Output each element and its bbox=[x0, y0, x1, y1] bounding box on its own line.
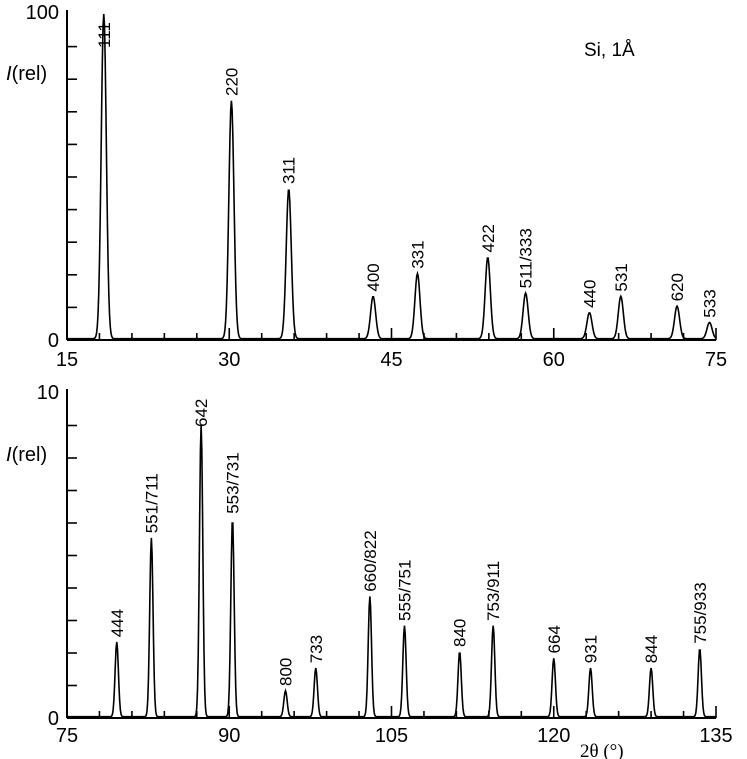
panel-bottom-ytick-label: 10 bbox=[37, 382, 59, 404]
panel-top-chart: Si, 1Å 15 30 45 60 75 0 100 I(rel) 111 220 311 400 3… bbox=[6, 2, 727, 371]
panel-top-peak-label: 400 bbox=[364, 263, 383, 291]
panel-bottom-xtick-label: 120 bbox=[537, 725, 570, 747]
panel-bottom-peak-label: 840 bbox=[451, 619, 470, 647]
panel-bottom-ytick-label: 0 bbox=[48, 708, 59, 730]
panel-top-peak-label: 620 bbox=[668, 273, 687, 301]
panel-top-peak-label: 422 bbox=[479, 224, 498, 252]
panel-top-peak-label: 440 bbox=[580, 280, 599, 308]
panel-top-peak-label: 311 bbox=[280, 157, 299, 184]
panel-bottom-peak-label: 931 bbox=[582, 635, 601, 663]
panel-bottom-chart: 2θ (°) 75 90 105 120 135 0 10 I(rel) 444 551/711 6… bbox=[6, 382, 733, 759]
panel-bottom-ylabel: I(rel) bbox=[6, 444, 47, 466]
panel-bottom-xtick-label: 135 bbox=[699, 725, 732, 747]
panel-bottom-peak-label: 800 bbox=[277, 658, 296, 686]
panel-bottom-peak-label: 733 bbox=[307, 635, 326, 663]
panel-top-peak-label: 511/333 bbox=[517, 228, 536, 288]
panel-top-xtick-label: 15 bbox=[56, 349, 78, 371]
panel-bottom-peak-label: 660/822 bbox=[361, 530, 380, 591]
panel-bottom-peak-label: 444 bbox=[108, 609, 127, 637]
panel-top-peak-label: 111 bbox=[95, 22, 114, 48]
panel-top-xtick-label: 30 bbox=[218, 349, 240, 371]
panel-bottom-xtick-label: 90 bbox=[218, 725, 240, 747]
panel-bottom-peak-label: 755/933 bbox=[691, 582, 710, 643]
panel-top-peak-label: 331 bbox=[409, 240, 428, 268]
panel-top-peak-label: 220 bbox=[222, 68, 241, 96]
panel-bottom-peak-label: 844 bbox=[642, 635, 661, 663]
panel-top-xtick-label: 75 bbox=[705, 349, 727, 371]
panel-bottom-peak-label: 753/911 bbox=[484, 561, 503, 621]
panel-bottom-curve bbox=[67, 424, 716, 718]
panel-bottom-peak-label: 555/751 bbox=[396, 560, 415, 621]
panel-top-ytick-label: 100 bbox=[26, 2, 59, 24]
panel-bottom-peak-label: 551/711 bbox=[142, 473, 161, 533]
panel-top-xtick-label: 45 bbox=[380, 349, 402, 371]
panel-bottom-peak-label: 553/731 bbox=[224, 452, 243, 513]
panel-top-ylabel: I(rel) bbox=[6, 63, 47, 85]
panel-top-peak-label: 531 bbox=[612, 263, 631, 291]
panel-bottom-xtick-label: 75 bbox=[56, 725, 78, 747]
panel-top-annotation: Si, 1Å bbox=[584, 40, 635, 61]
panel-top-peak-label: 533 bbox=[701, 289, 720, 317]
panel-top-ytick-label: 0 bbox=[48, 330, 59, 352]
panel-bottom-peak-label: 642 bbox=[192, 399, 211, 427]
panel-bottom-xtick-label: 105 bbox=[375, 725, 408, 747]
panel-top-xtick-label: 60 bbox=[543, 349, 565, 371]
panel-bottom-xlabel: 2θ (°) bbox=[580, 741, 624, 759]
panel-bottom-peak-label: 664 bbox=[545, 625, 564, 653]
